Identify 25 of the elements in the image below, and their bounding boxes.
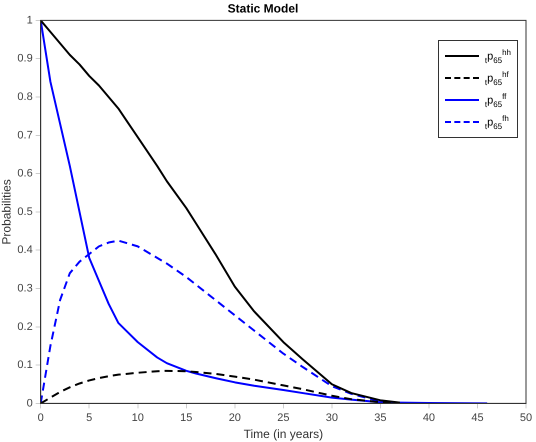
y-tick-label: 0.7: [17, 129, 33, 142]
y-tick-label: 0.9: [17, 52, 33, 65]
x-tick-label: 20: [228, 412, 241, 424]
y-axis-title: Probabilities: [0, 179, 14, 245]
y-tick-label: 0.6: [17, 168, 33, 180]
x-tick-label: 15: [180, 412, 192, 424]
y-tick-label: 0.8: [17, 91, 33, 104]
y-tick-label: 0.1: [17, 359, 33, 372]
x-tick-label: 0: [38, 412, 44, 424]
x-tick-label: 25: [277, 412, 290, 424]
x-tick-label: 10: [132, 412, 144, 424]
y-tick-label: 0.3: [17, 282, 33, 295]
y-tick-label: 0.4: [17, 244, 33, 256]
x-tick-label: 40: [422, 412, 436, 424]
y-tick-label: 0.2: [17, 320, 33, 333]
x-axis-title: Time (in years): [244, 427, 324, 442]
y-tick-label: 0: [26, 397, 33, 410]
y-tick-label: 1: [26, 14, 33, 26]
x-tick-label: 50: [520, 412, 532, 424]
x-tick-label: 35: [374, 412, 387, 424]
chart-title: Static Model: [228, 2, 298, 16]
x-tick-label: 5: [86, 412, 92, 424]
x-tick-label: 45: [471, 412, 484, 424]
x-tick-label: 30: [326, 412, 338, 424]
y-tick-label: 0.5: [17, 206, 33, 218]
